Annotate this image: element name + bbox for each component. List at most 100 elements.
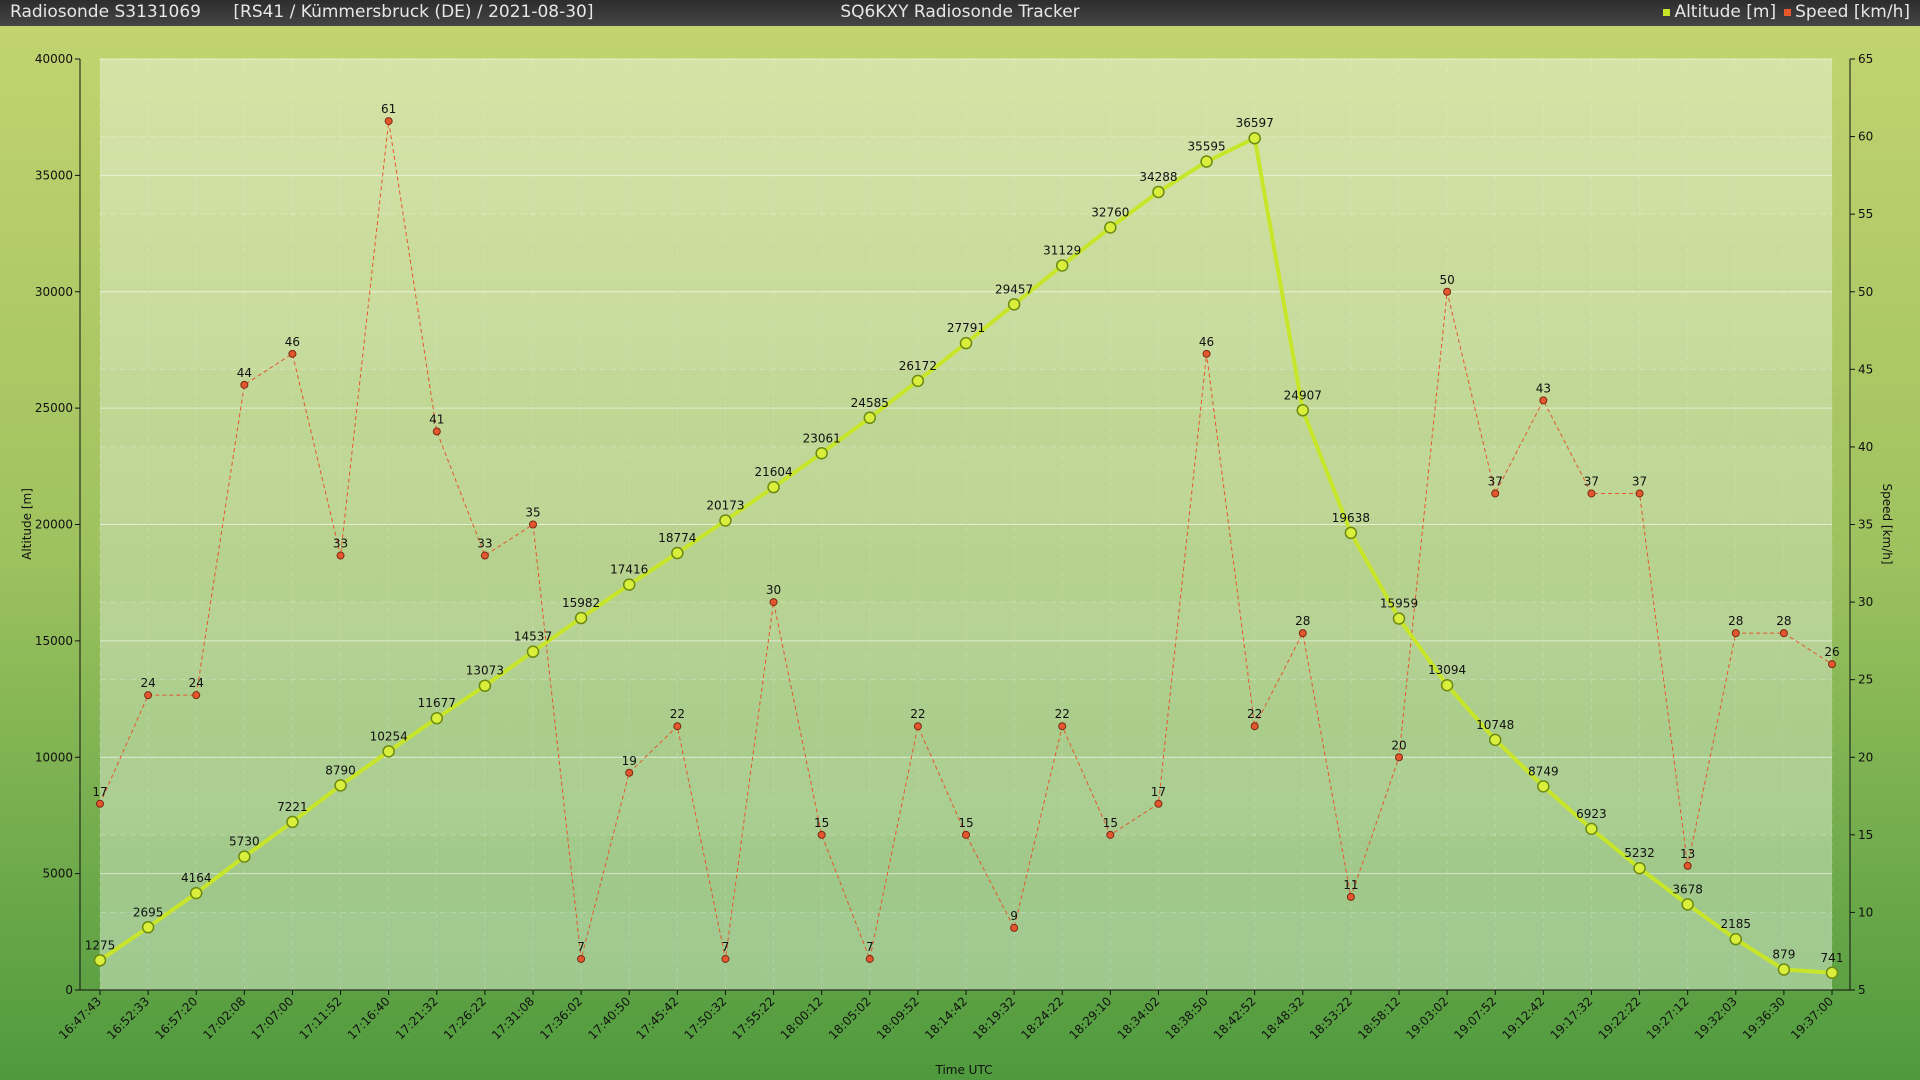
speed-data-label: 28 <box>1776 614 1791 628</box>
altitude-data-label: 13094 <box>1428 663 1466 677</box>
altitude-data-label: 24907 <box>1284 388 1322 402</box>
altitude-data-label: 7221 <box>277 800 308 814</box>
speed-point <box>673 722 682 731</box>
y-tick-label: 30000 <box>35 285 73 299</box>
altitude-point <box>478 679 492 692</box>
speed-data-label: 33 <box>477 537 492 551</box>
altitude-point <box>1007 298 1021 311</box>
altitude-point <box>189 886 203 900</box>
speed-point <box>96 799 104 808</box>
altitude-point <box>238 850 251 863</box>
altitude-point <box>141 921 155 934</box>
speed-point <box>913 722 922 731</box>
y2-tick-label: 65 <box>1858 52 1873 66</box>
altitude-data-label: 35595 <box>1187 140 1225 154</box>
speed-data-label: 46 <box>1199 335 1214 349</box>
plot-band <box>100 291 1832 370</box>
speed-data-label: 35 <box>525 506 540 520</box>
title-bar: Radiosonde S3131069 [RS41 / Kümmersbruck… <box>0 0 1920 26</box>
altitude-data-label: 1275 <box>85 938 116 952</box>
speed-point <box>1587 489 1596 498</box>
altitude-point <box>1729 932 1743 946</box>
speed-point <box>529 520 537 529</box>
altitude-data-label: 5730 <box>229 835 260 849</box>
altitude-point <box>1248 131 1261 145</box>
altitude-data-label: 26172 <box>899 359 937 373</box>
legend-label-speed: Speed [km/h] <box>1795 2 1910 22</box>
plot-band <box>100 446 1832 525</box>
speed-data-label: 61 <box>381 102 396 116</box>
altitude-point <box>93 954 107 967</box>
altitude-point <box>526 645 540 658</box>
speed-point <box>480 551 489 560</box>
legend-label-altitude: Altitude [m] <box>1674 2 1777 22</box>
altitude-point <box>1633 861 1646 875</box>
speed-point <box>1779 629 1788 638</box>
speed-data-label: 24 <box>140 676 155 690</box>
altitude-data-label: 19638 <box>1332 511 1370 525</box>
speed-point <box>1106 830 1115 839</box>
altitude-data-label: 31129 <box>1043 243 1081 257</box>
y2-tick-label: 35 <box>1858 518 1873 532</box>
speed-point <box>721 954 730 963</box>
y-tick-label: 15000 <box>35 634 73 648</box>
speed-point <box>240 380 249 389</box>
altitude-data-label: 4164 <box>181 871 212 885</box>
y-tick-label: 10000 <box>35 750 73 764</box>
speed-data-label: 22 <box>1247 707 1262 721</box>
altitude-data-label: 17416 <box>610 563 648 577</box>
tracker-title: SQ6KXY Radiosonde Tracker <box>840 2 1080 22</box>
legend-item-speed[interactable]: Speed [km/h] <box>1784 2 1910 22</box>
altitude-data-label: 14537 <box>514 630 552 644</box>
altitude-data-label: 5232 <box>1624 846 1655 860</box>
altitude-data-label: 20173 <box>706 498 744 512</box>
speed-data-label: 24 <box>189 676 204 690</box>
speed-data-label: 7 <box>577 940 585 954</box>
speed-data-label: 22 <box>670 707 685 721</box>
speed-point <box>865 954 874 963</box>
altitude-data-label: 23061 <box>803 431 841 445</box>
altitude-point <box>1488 733 1502 747</box>
speed-point <box>1154 799 1163 808</box>
speed-point <box>432 427 441 436</box>
speed-point <box>1828 660 1836 669</box>
speed-data-label: 33 <box>333 537 348 551</box>
altitude-data-label: 24585 <box>851 396 889 410</box>
y2-tick-label: 55 <box>1858 207 1873 221</box>
speed-point <box>1202 349 1211 358</box>
y-tick-label: 0 <box>65 983 73 997</box>
y-axis-title: Altitude [m] <box>20 488 34 560</box>
speed-point <box>962 830 970 839</box>
speed-point <box>1298 629 1307 638</box>
altitude-point <box>1537 780 1550 793</box>
altitude-data-label: 741 <box>1821 951 1844 965</box>
altitude-point <box>1152 185 1165 199</box>
altitude-data-label: 15959 <box>1380 597 1418 611</box>
speed-data-label: 19 <box>622 754 637 768</box>
sonde-title: Radiosonde S3131069 [RS41 / Kümmersbruck… <box>10 2 594 22</box>
altitude-point <box>767 480 780 494</box>
speed-point <box>1058 722 1067 731</box>
speed-point <box>192 691 201 700</box>
altitude-point <box>574 611 588 625</box>
altitude-point <box>863 411 877 425</box>
altitude-data-label: 3678 <box>1672 882 1703 896</box>
speed-point <box>144 691 153 700</box>
speed-point <box>817 830 826 839</box>
x-axis-title: Time UTC <box>935 1063 993 1077</box>
speed-data-label: 37 <box>1488 474 1503 488</box>
altitude-point <box>1104 221 1117 234</box>
plot-band <box>100 912 1832 990</box>
altitude-point <box>1055 259 1069 272</box>
altitude-data-label: 8749 <box>1528 764 1559 778</box>
altitude-point <box>1825 966 1839 980</box>
speed-data-label: 50 <box>1439 273 1454 287</box>
y2-tick-label: 25 <box>1858 673 1873 687</box>
legend-item-altitude[interactable]: Altitude [m] <box>1663 2 1776 22</box>
speed-data-label: 7 <box>866 940 874 954</box>
altitude-data-label: 11677 <box>418 696 456 710</box>
altitude-point <box>1344 526 1358 540</box>
speed-data-label: 11 <box>1343 878 1358 892</box>
y-tick-label: 5000 <box>42 867 73 881</box>
altitude-point <box>911 374 925 388</box>
